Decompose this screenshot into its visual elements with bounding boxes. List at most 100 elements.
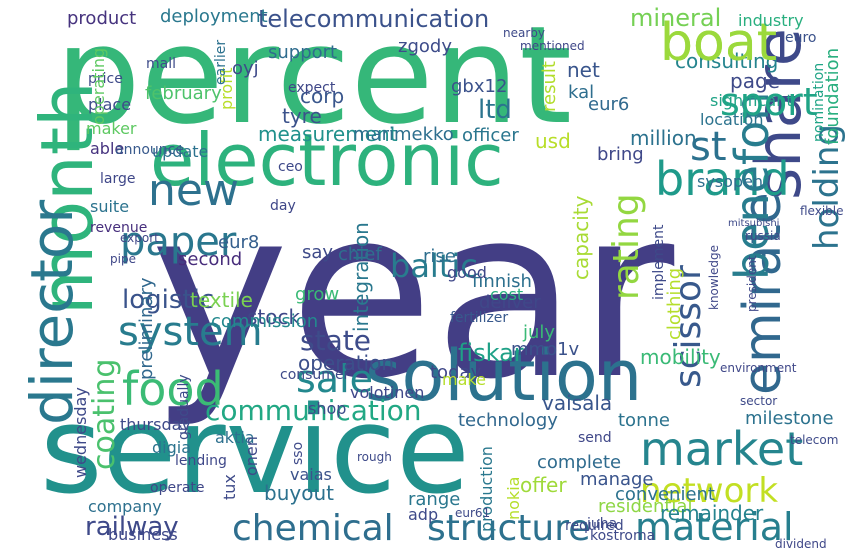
cloud-word: benefon [725,92,779,280]
cloud-word: update [152,142,208,161]
cloud-word: grow [295,284,339,305]
cloud-word: net [567,58,600,82]
cloud-word: significant [710,91,793,110]
cloud-word: ceo [278,159,303,175]
cloud-word: operate [150,480,205,496]
cloud-word: ltd [478,95,512,125]
cloud-word: zgody [398,36,452,57]
cloud-word: share [742,28,815,200]
cloud-word: industry [738,11,804,30]
cloud-word: mineral [630,4,721,32]
cloud-word: vaias [290,465,332,484]
cloud-word: usd [535,129,571,153]
cloud-word: market [640,422,803,476]
cloud-word: nomination [811,63,827,142]
cloud-word: send [578,430,612,446]
cloud-word: deployment [160,6,268,27]
cloud-word: rise [423,246,456,267]
cloud-word: nearby [503,26,545,40]
cloud-word: structure [427,508,590,549]
cloud-word: sector [740,394,777,408]
cloud-word: baltic [390,247,478,285]
cloud-word: textile [190,288,253,312]
cloud-word: sysopen [697,172,763,191]
cloud-word: remainder [660,501,764,525]
cloud-word: kostroma [590,528,655,544]
cloud-word: eur6 [588,94,629,115]
cloud-word: juha [586,516,617,532]
cloud-word: system [118,309,263,355]
cloud-word: finnish [472,271,532,292]
cloud-word: commission [211,311,318,332]
cloud-word: preliminary [136,277,157,380]
cloud-word: measurement [258,122,398,146]
cloud-word: mobility [640,345,721,369]
cloud-word: export [120,231,159,245]
cloud-word: complete [537,452,621,473]
cloud-word: state [300,324,371,357]
cloud-word: mitsubishi [728,218,779,229]
cloud-word: offer [520,473,567,497]
cloud-word: large [100,171,135,187]
cloud-word: scissor [668,265,709,388]
cloud-word: vaisala [542,391,612,415]
cloud-word: revenue [90,220,147,236]
cloud-word: company [88,497,162,516]
cloud-word: mentioned [520,39,585,53]
cloud-word: place [88,95,131,114]
cloud-word: profit [217,67,236,110]
cloud-word: percent [55,0,572,154]
cloud-word: rough [357,450,392,464]
cloud-word: technology [458,410,558,431]
cloud-word: electronic [150,118,504,202]
cloud-word: million [630,126,697,150]
cloud-word: nokia [504,477,523,520]
cloud-word: digia [152,438,191,457]
cloud-word: russia [745,229,781,243]
cloud-word: sport [720,80,818,124]
cloud-word: eur61 [455,506,490,520]
cloud-word: logistic [122,285,214,315]
cloud-word: suite [90,197,129,216]
cloud-word: implement [651,224,667,300]
cloud-word: president [745,255,759,312]
cloud-word: eur8 [218,232,259,253]
cloud-word: month [25,81,109,315]
cloud-word: manage [580,469,654,490]
cloud-word: maker [86,119,137,138]
cloud-word: tux [220,474,239,500]
cloud-word: result [539,61,560,112]
cloud-word: consumer [280,367,350,383]
cloud-word: environment [720,361,797,375]
cloud-word: mall [146,56,176,72]
cloud-word: solution [365,335,642,417]
cloud-word: communication [205,394,422,427]
cloud-word: announce [115,142,184,158]
cloud-word: aktia [215,428,255,447]
cloud-word: rating [606,193,647,300]
cloud-word: product [67,8,136,29]
cloud-word: make [442,370,486,389]
cloud-word: mmo1v [511,339,580,360]
cloud-word: network [640,471,778,511]
cloud-word: support [268,42,337,63]
cloud-word: sale [296,357,373,401]
cloud-word: material [635,505,794,549]
cloud-word: knowledge [707,245,721,310]
cloud-word: thursday [120,415,191,434]
cloud-word: clothing [664,268,685,340]
cloud-word: able [90,139,124,158]
cloud-word: stock [247,305,300,329]
cloud-word: new [148,165,239,216]
cloud-word: fiskar [458,339,524,367]
cloud-word: director [18,200,86,425]
cloud-word: lending [175,453,227,469]
cloud-word: food [122,362,224,416]
cloud-word: service [40,382,470,521]
cloud-word: wednesday [71,387,90,478]
cloud-word: operating [89,48,108,125]
cloud-word: page [730,69,780,93]
cloud-word: february [145,83,222,104]
cloud-word: marimekko [353,124,454,145]
